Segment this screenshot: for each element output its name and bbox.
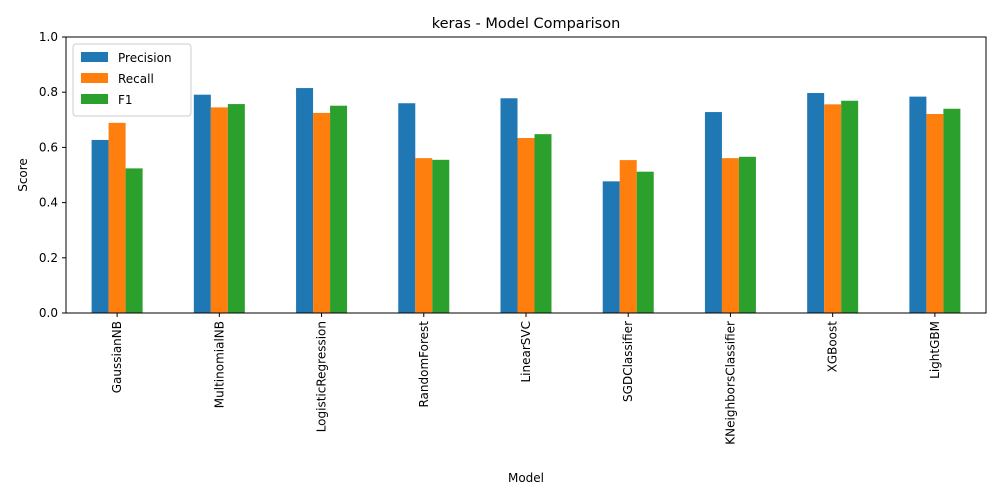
- bar-f1-sgdclassifier: [636, 171, 654, 313]
- y-tick-label: 0.0: [39, 306, 58, 320]
- legend-swatch-recall: [81, 73, 108, 83]
- bar-recall-randomforest: [415, 158, 433, 313]
- legend-swatch-f1: [81, 94, 108, 104]
- y-tick-label: 0.8: [39, 85, 58, 99]
- x-tick-label: RandomForest: [417, 321, 431, 408]
- x-tick-label: KNeighborsClassifier: [723, 321, 737, 445]
- bars-group: [91, 88, 961, 314]
- bar-f1-kneighborsclassifier: [738, 156, 756, 313]
- legend: Precision Recall F1: [72, 43, 192, 117]
- x-tick-label: LogisticRegression: [315, 321, 329, 432]
- bar-precision-kneighborsclassifier: [704, 112, 722, 313]
- bar-precision-xgboost: [807, 93, 825, 313]
- bar-recall-lightgbm: [926, 114, 944, 313]
- bar-precision-logisticregression: [296, 88, 314, 313]
- y-tick-label: 0.6: [39, 140, 58, 154]
- bar-f1-multinomialnb: [227, 104, 245, 313]
- x-tick-label: LightGBM: [928, 321, 942, 379]
- bar-recall-logisticregression: [313, 112, 331, 314]
- legend-swatch-precision: [81, 52, 108, 62]
- bar-f1-linearsvc: [534, 134, 552, 313]
- bar-precision-gaussiannb: [91, 139, 109, 313]
- legend-label-precision: Precision: [118, 51, 172, 65]
- x-tick-label: XGBoost: [826, 321, 840, 373]
- y-tick-label: 0.4: [39, 196, 58, 210]
- y-axis-ticks: 0.0 0.2 0.4 0.6 0.8 1.0: [39, 30, 66, 320]
- x-axis-ticks: GaussianNB MultinomialNB LogisticRegressio…: [110, 313, 942, 445]
- legend-label-f1: F1: [118, 93, 133, 107]
- bar-precision-sgdclassifier: [602, 181, 620, 313]
- bar-f1-gaussiannb: [125, 168, 143, 313]
- bar-f1-xgboost: [841, 100, 859, 313]
- bar-recall-xgboost: [824, 104, 842, 313]
- bar-f1-lightgbm: [943, 108, 961, 313]
- bar-precision-multinomialnb: [193, 94, 211, 314]
- bar-f1-logisticregression: [330, 105, 348, 313]
- x-tick-label: MultinomialNB: [212, 321, 226, 408]
- bar-recall-kneighborsclassifier: [721, 158, 739, 313]
- x-tick-label: GaussianNB: [110, 321, 124, 393]
- legend-label-recall: Recall: [118, 72, 154, 86]
- y-axis-title: Score: [16, 158, 30, 192]
- bar-f1-randomforest: [432, 159, 450, 313]
- bar-recall-gaussiannb: [108, 122, 126, 313]
- x-tick-label: LinearSVC: [519, 321, 533, 383]
- bar-precision-randomforest: [398, 103, 416, 314]
- x-axis-title: Model: [508, 471, 544, 485]
- chart-title: keras - Model Comparison: [432, 16, 621, 32]
- bar-recall-linearsvc: [517, 138, 535, 313]
- bar-recall-sgdclassifier: [619, 160, 637, 313]
- bar-precision-linearsvc: [500, 98, 518, 314]
- y-tick-label: 0.2: [39, 251, 58, 265]
- x-tick-label: SGDClassifier: [621, 321, 635, 402]
- y-tick-label: 1.0: [39, 30, 58, 44]
- bar-precision-lightgbm: [909, 96, 927, 314]
- bar-recall-multinomialnb: [210, 107, 228, 313]
